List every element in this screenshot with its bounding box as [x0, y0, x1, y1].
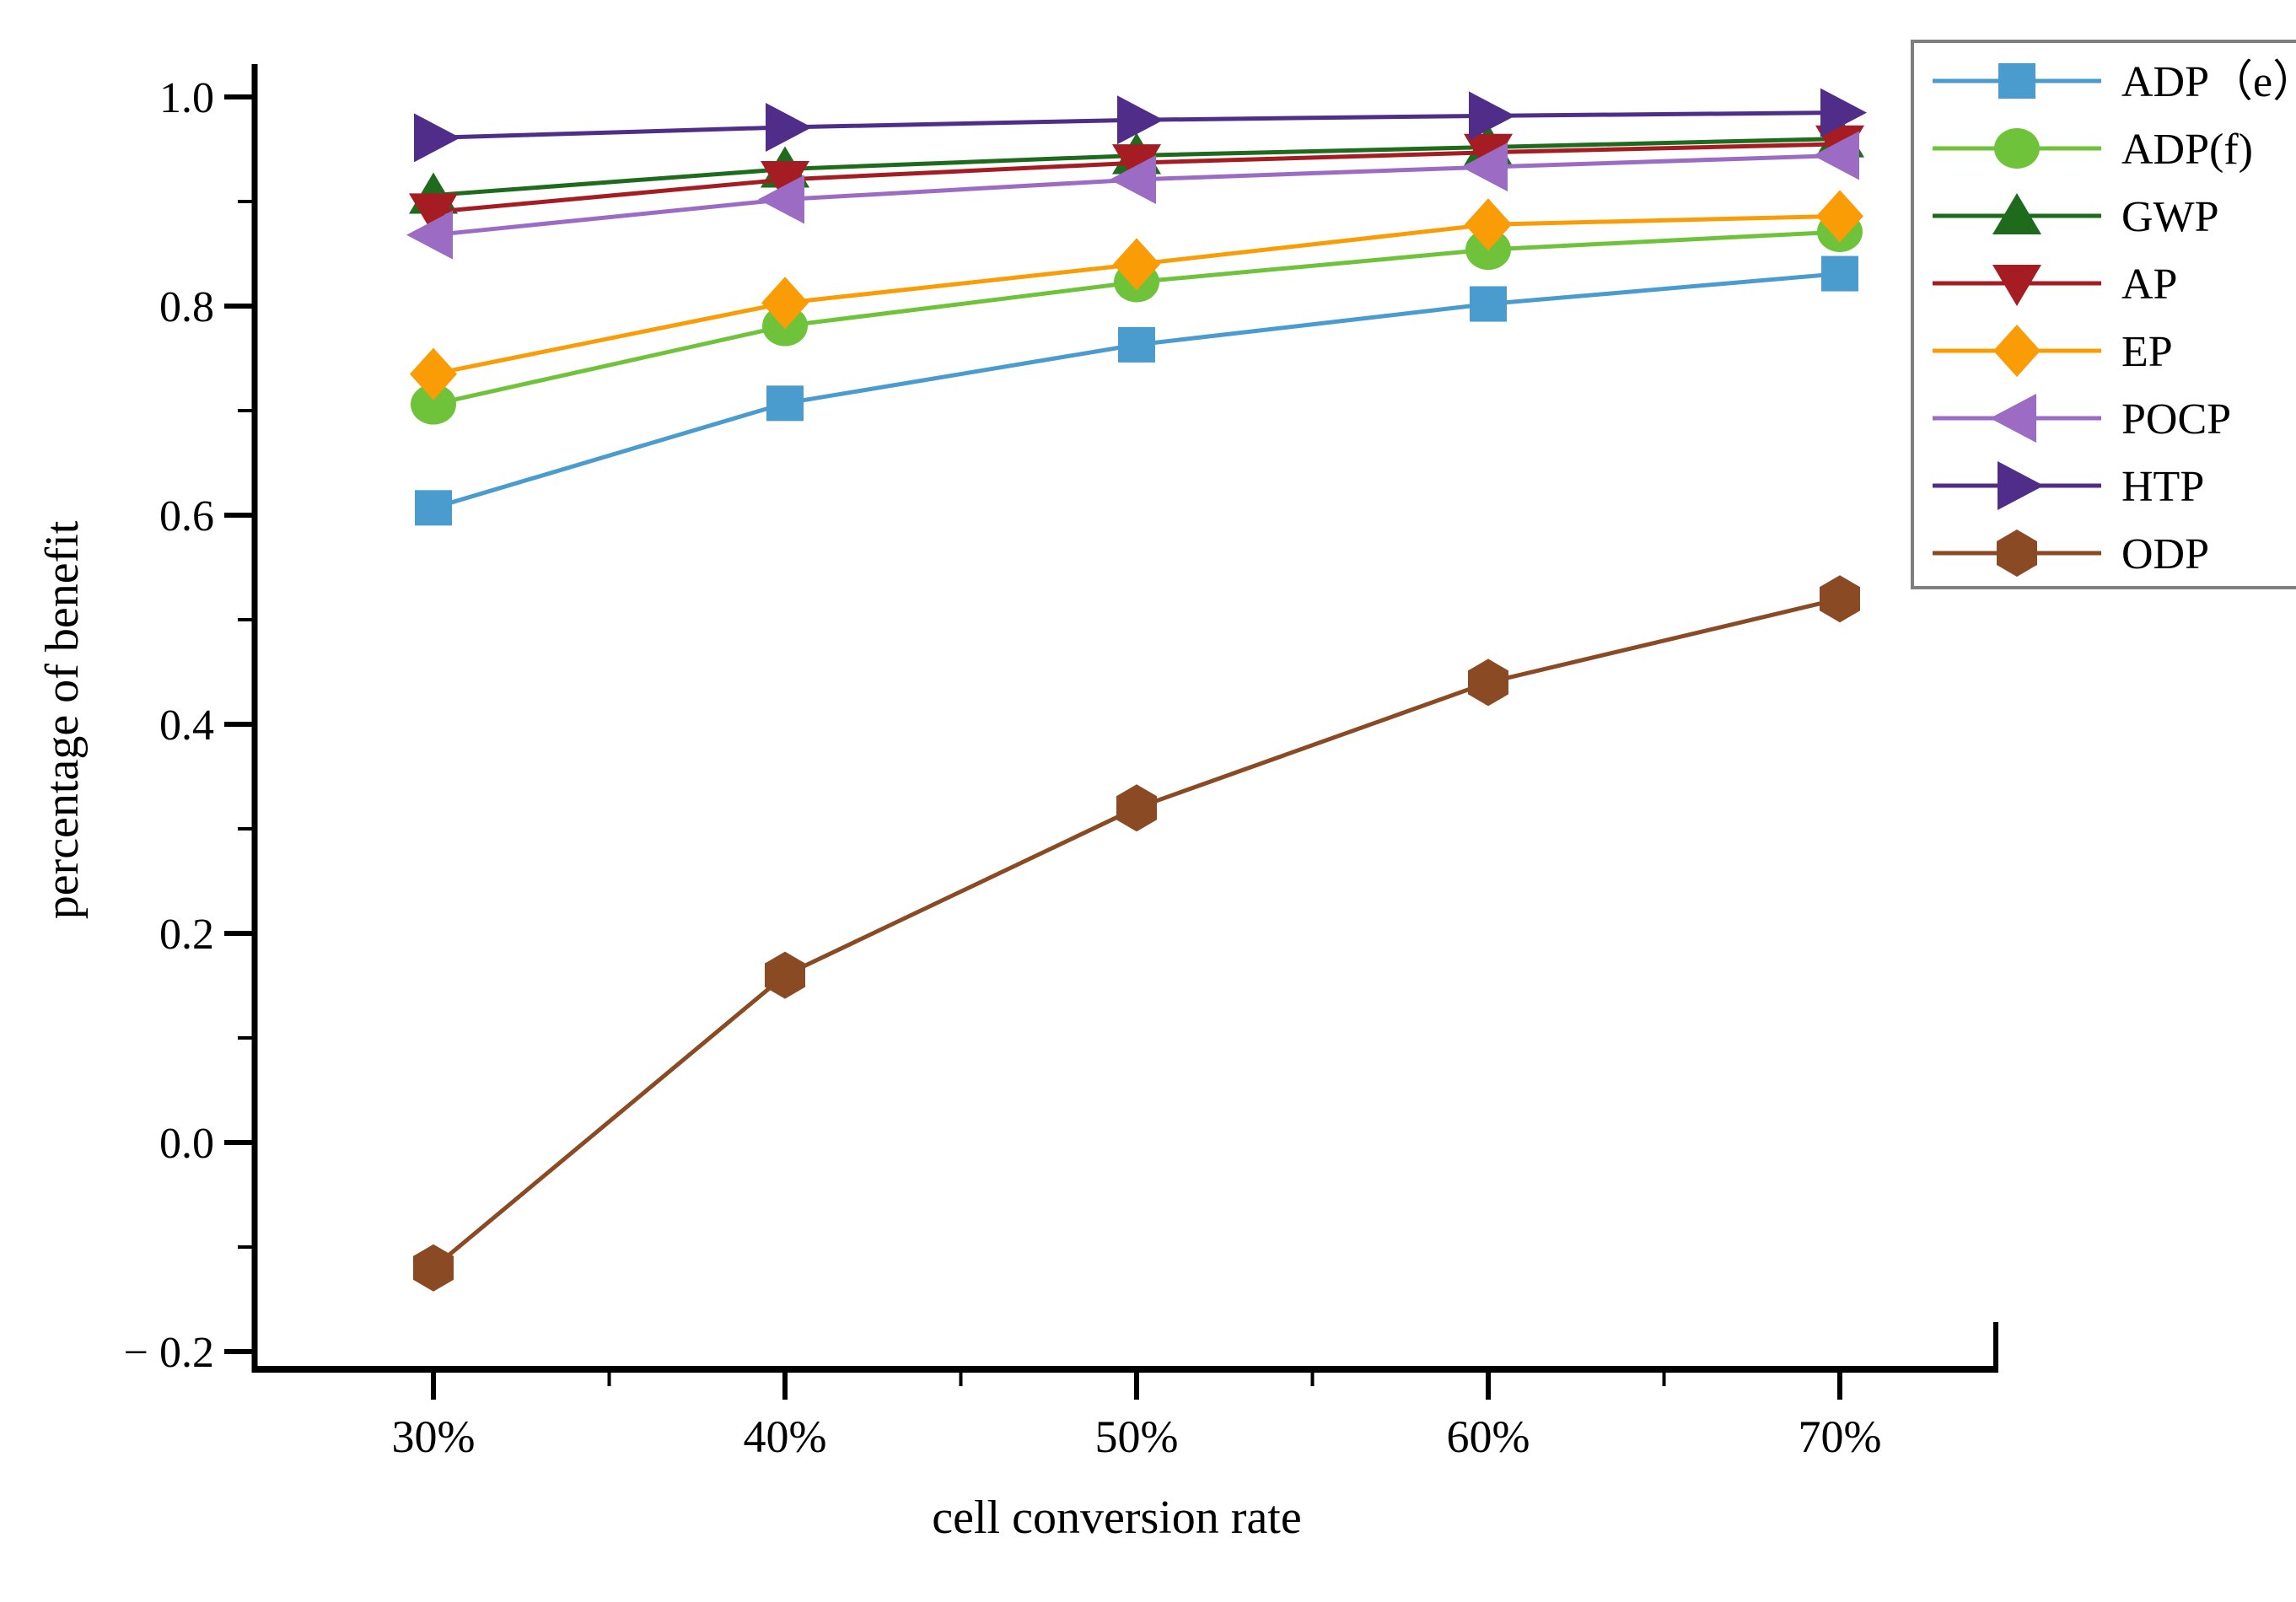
legend-item: AP: [1933, 261, 2177, 309]
line-chart-svg: 1.0 0.8 0.6 0.4 0.2 0.0 − 0.2 30% 40% 50% 60% 70% ce…: [36, 40, 2296, 1544]
y-axis-title: percentage of benefit: [36, 520, 89, 919]
data-point-marker-diamond: [1465, 198, 1512, 251]
series-EP: [410, 190, 1863, 400]
legend-label: AP: [2121, 261, 2177, 309]
data-point-marker-square: [415, 490, 452, 526]
data-point-marker-hexagon: [413, 1244, 454, 1292]
chart-figure: 1.0 0.8 0.6 0.4 0.2 0.0 − 0.2 30% 40% 50% 60% 70% ce…: [34, 13, 2296, 1589]
legend-label: ADP（e）: [2121, 58, 2296, 106]
data-point-marker-hexagon: [1468, 659, 1508, 707]
data-point-marker-diamond: [1113, 238, 1160, 291]
y-tick-label: 0.8: [159, 283, 214, 331]
data-point-marker-triangle-down: [409, 193, 458, 235]
data-point-marker-square: [1118, 326, 1155, 363]
data-point-marker-hexagon: [1820, 575, 1860, 623]
y-tick-label: 0.6: [159, 492, 214, 540]
legend-item: HTP: [1933, 461, 2204, 511]
data-point-marker-circle: [411, 384, 456, 425]
legend-label: HTP: [2121, 463, 2204, 511]
series-line: [433, 271, 1841, 510]
legend-marker-triangle-left: [1990, 394, 2036, 443]
data-point-marker-triangle-right: [1469, 91, 1515, 141]
legend-item: ODP: [1933, 530, 2209, 578]
y-tick-label: − 0.2: [124, 1329, 214, 1377]
data-point-marker-triangle-down: [761, 160, 809, 202]
legend-item: ADP(f): [1933, 126, 2253, 174]
y-tick-label: 1.0: [159, 74, 214, 122]
data-point-marker-triangle-down: [1112, 144, 1161, 186]
legend-item: POCP: [1933, 394, 2231, 444]
y-tick-label: 0.4: [159, 702, 214, 750]
data-point-marker-diamond: [761, 277, 809, 330]
axes: 1.0 0.8 0.6 0.4 0.2 0.0 − 0.2 30% 40% 50% 60% 70% ce…: [36, 64, 1998, 1544]
legend-label: GWP: [2121, 193, 2219, 241]
data-point-marker-square: [1470, 286, 1507, 322]
x-tick-label: 40%: [744, 1411, 827, 1462]
legend-item: ADP（e）: [1933, 58, 2296, 106]
x-tick-label: 30%: [392, 1411, 476, 1462]
data-point-marker-diamond: [410, 347, 457, 400]
legend-marker-triangle-up: [1992, 193, 2041, 234]
legend-marker-triangle-down: [1992, 265, 2041, 306]
legend-item: EP: [1933, 325, 2173, 377]
legend-label: EP: [2121, 328, 2173, 376]
data-point-marker-triangle-left: [1110, 154, 1156, 204]
x-axis-title: cell conversion rate: [932, 1492, 1301, 1544]
x-tick-label: 50%: [1095, 1411, 1179, 1462]
data-point-marker-triangle-left: [758, 175, 804, 224]
x-tick-label: 60%: [1447, 1411, 1530, 1462]
legend-marker-hexagon: [1997, 530, 2037, 577]
data-point-marker-triangle-right: [766, 102, 812, 152]
legend-label: ADP(f): [2121, 126, 2253, 174]
legend-marker-triangle-right: [1998, 461, 2044, 510]
series-ODP: [413, 575, 1860, 1292]
data-point-marker-hexagon: [765, 951, 805, 999]
series-ADP（e）: [415, 255, 1858, 526]
data-point-marker-triangle-right: [1820, 88, 1867, 137]
y-tick-label: 0.0: [159, 1120, 214, 1168]
legend: ADP（e） ADP(f) GWP AP EP POCP HTP ODP: [1911, 40, 2296, 589]
legend-label: ODP: [2121, 530, 2209, 578]
legend-marker-diamond: [1993, 325, 2041, 377]
data-point-marker-hexagon: [1116, 784, 1157, 832]
data-point-marker-square: [1821, 255, 1858, 292]
data-point-marker-triangle-left: [1813, 131, 1859, 180]
legend-label: POCP: [2121, 395, 2231, 444]
data-point-marker-square: [766, 385, 804, 422]
y-tick-label: 0.2: [159, 911, 214, 959]
plot-series: [406, 88, 1867, 1292]
series-line: [432, 596, 1841, 1270]
data-point-marker-triangle-left: [406, 210, 453, 260]
x-tick-label: 70%: [1799, 1411, 1882, 1462]
legend-box: [1911, 40, 2296, 589]
data-point-marker-triangle-left: [1461, 142, 1508, 192]
data-point-marker-diamond: [1816, 190, 1863, 243]
data-point-marker-triangle-right: [1117, 95, 1164, 145]
data-point-marker-triangle-right: [414, 113, 460, 163]
series-HTP: [414, 88, 1867, 163]
legend-marker-square: [1998, 63, 2035, 99]
legend-item: GWP: [1933, 193, 2219, 241]
series-POCP: [406, 131, 1859, 260]
legend-marker-circle: [1994, 128, 2040, 169]
